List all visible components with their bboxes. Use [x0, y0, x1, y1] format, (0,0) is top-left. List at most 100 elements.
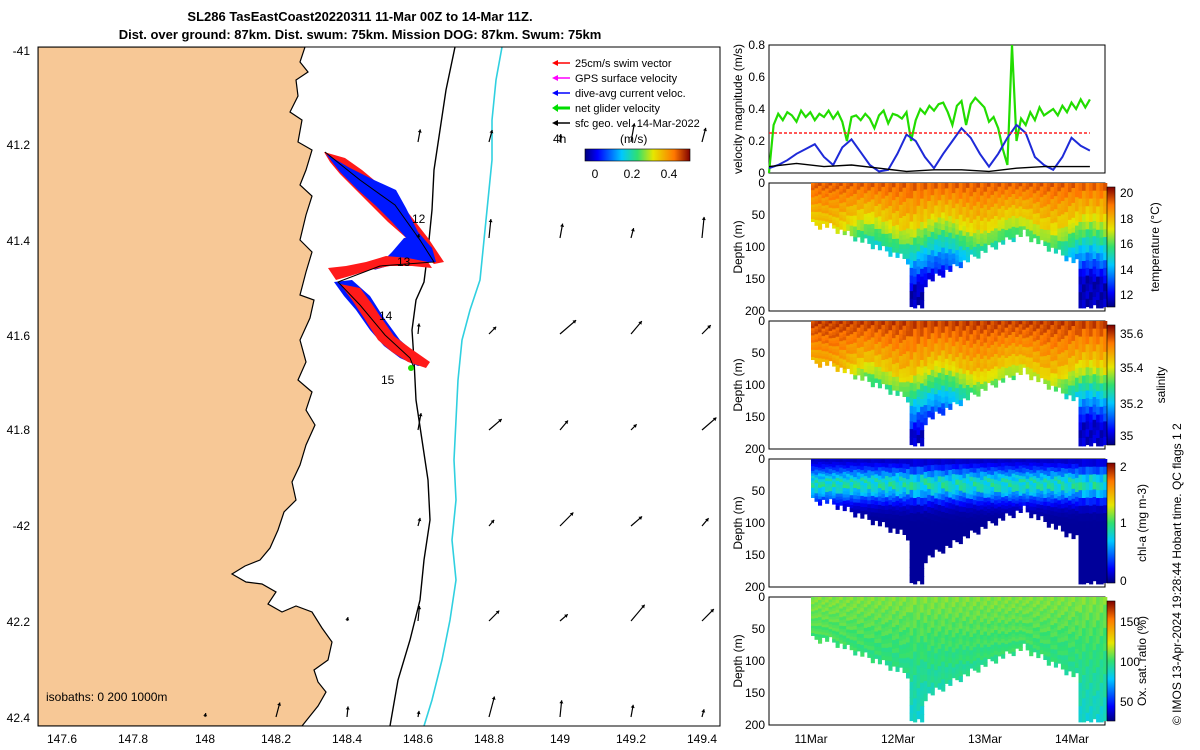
section-cell: [980, 505, 985, 511]
section-cell: [839, 349, 844, 354]
section-cell: [980, 639, 985, 644]
section-cell: [863, 645, 868, 649]
section-cell: [867, 194, 872, 199]
section-cell: [1089, 360, 1094, 369]
section-cell: [1068, 330, 1073, 336]
section-cell: [916, 489, 921, 498]
section-cell: [888, 656, 893, 662]
section-cell: [923, 183, 928, 191]
section-cell: [987, 206, 992, 211]
section-cell: [1011, 201, 1016, 206]
section-cell: [927, 536, 932, 544]
section-cell: [811, 214, 816, 218]
section-cell: [888, 362, 893, 368]
section-cell: [842, 202, 847, 207]
section-cell: [937, 269, 942, 276]
section-cell: [821, 599, 826, 603]
section-cell: [1068, 233, 1073, 239]
section-cell: [1039, 497, 1044, 502]
section-cell: [842, 327, 847, 332]
geo-velocity-arrow-9: [630, 123, 636, 143]
section-cell: [965, 523, 970, 529]
section-cell: [1011, 364, 1016, 370]
section-cell: [849, 475, 854, 480]
section-cell: [948, 646, 953, 653]
section-cell: [909, 375, 914, 384]
section-cell: [941, 661, 946, 669]
section-cell: [972, 237, 977, 243]
section-cell: [895, 524, 900, 530]
section-cell: [1039, 335, 1044, 340]
section-cell: [1075, 468, 1080, 474]
section-cell: [916, 336, 921, 345]
section-cell: [839, 211, 844, 216]
section-cell: [870, 597, 875, 602]
section-cell: [965, 242, 970, 248]
section-cell: [1085, 567, 1090, 576]
section-cell: [920, 245, 925, 254]
section-cell: [937, 188, 942, 196]
section-cell: [944, 204, 949, 211]
section-cell: [1053, 476, 1058, 482]
section-cell: [860, 477, 865, 482]
section-cell: [828, 478, 833, 482]
section-cell: [892, 657, 897, 663]
section-cell: [1043, 336, 1048, 342]
section-cell: [895, 248, 900, 254]
section-cell: [1022, 476, 1027, 480]
section-cell: [877, 212, 882, 217]
section-cell: [888, 375, 893, 382]
section-cell: [987, 378, 992, 384]
section-cell: [821, 632, 826, 636]
section-cell: [1053, 386, 1058, 392]
section-cell: [832, 219, 837, 223]
section-cell: [1060, 321, 1065, 327]
section-cell: [1004, 364, 1009, 369]
section-cell: [1015, 215, 1020, 219]
section-cell: [1018, 206, 1023, 211]
section-cell: [849, 367, 854, 371]
section-cell: [1060, 205, 1065, 211]
section-cell: [877, 626, 882, 631]
section-cell: [888, 518, 893, 524]
section-cell: [909, 513, 914, 522]
section-cell: [1008, 331, 1013, 336]
section-cell: [1004, 499, 1009, 504]
section-cell: [906, 642, 911, 649]
section-cell: [972, 527, 977, 533]
section-cell: [849, 623, 854, 628]
section-cell: [867, 500, 872, 505]
section-cell: [877, 383, 882, 389]
section-cell: [1001, 225, 1006, 230]
section-cell: [983, 502, 988, 508]
section-cell: [941, 235, 946, 243]
section-cell: [870, 207, 875, 213]
section-cell: [892, 653, 897, 658]
section-cell: [1057, 471, 1062, 477]
section-cell: [849, 616, 854, 621]
section-cell: [958, 660, 963, 667]
section-cell: [930, 213, 935, 221]
section-cell: [969, 637, 974, 642]
section-cell: [863, 213, 868, 218]
section-cell: [863, 476, 868, 481]
section-cell: [1025, 209, 1030, 214]
section-cell: [906, 321, 911, 327]
section-cell: [1099, 391, 1104, 400]
section-cell: [927, 236, 932, 244]
section-cell: [930, 189, 935, 196]
section-cell: [951, 642, 956, 648]
geo-velocity-arrow-11: [416, 233, 421, 239]
section-cell: [902, 211, 907, 217]
section-cell: [987, 324, 992, 330]
section-cell: [937, 625, 942, 633]
section-cell: [987, 466, 992, 472]
section-cell: [825, 194, 830, 198]
section-cell: [1043, 371, 1048, 377]
section-cell: [1057, 216, 1062, 221]
section-cell: [1011, 488, 1016, 493]
section-cell: [856, 209, 861, 214]
section-cell: [944, 199, 949, 206]
section-cell: [1082, 406, 1087, 416]
section-cell: [1046, 372, 1051, 377]
